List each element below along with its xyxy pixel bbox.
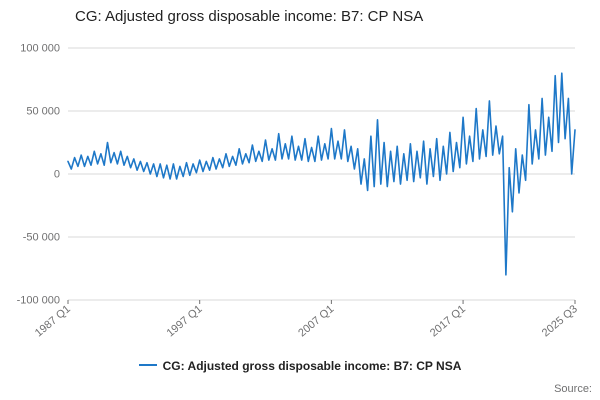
legend-line-swatch — [138, 363, 157, 366]
y-tick-label: 50 000 — [26, 106, 60, 118]
y-tick-label: -100 000 — [17, 295, 60, 307]
source-label: Source: — [554, 383, 592, 395]
chart-legend: CG: Adjusted gross disposable income: B7… — [0, 358, 600, 373]
chart-title: CG: Adjusted gross disposable income: B7… — [75, 8, 424, 25]
x-tick-label: 1997 Q1 — [165, 303, 205, 339]
x-tick-label: 2025 Q3 — [540, 303, 580, 339]
x-tick-label: 2017 Q1 — [428, 303, 468, 339]
y-tick-label: 0 — [54, 169, 60, 181]
legend-label: CG: Adjusted gross disposable income: B7… — [162, 358, 462, 373]
series-line — [67, 72, 576, 276]
x-tick-label: 1987 Q1 — [33, 303, 73, 339]
y-tick-label: 100 000 — [20, 43, 60, 55]
x-tick-label: 2007 Q1 — [296, 303, 336, 339]
y-tick-label: -50 000 — [23, 232, 60, 244]
